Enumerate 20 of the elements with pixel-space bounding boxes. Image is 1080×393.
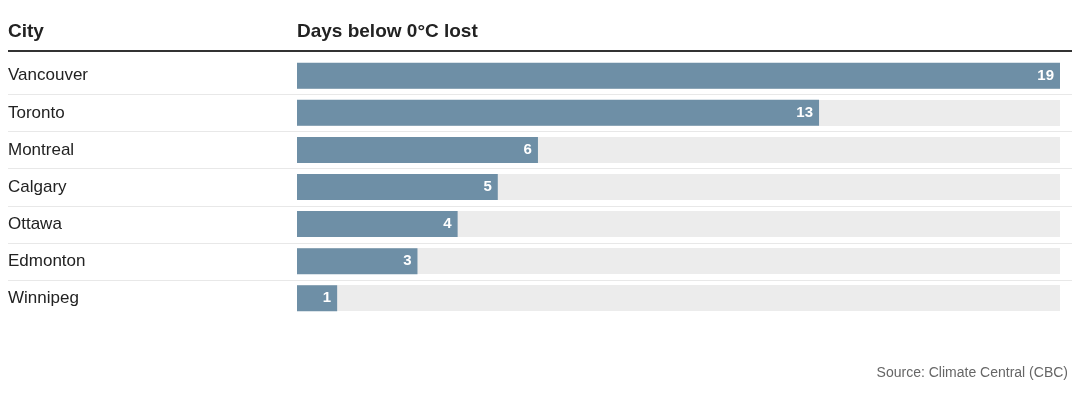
data-label: 13 bbox=[796, 102, 814, 120]
bar bbox=[297, 285, 338, 312]
x-axis-title: Days below 0°C lost bbox=[297, 20, 478, 42]
data-label: 6 bbox=[523, 140, 532, 158]
bar bbox=[297, 248, 418, 275]
y-tick-label: Winnipeg bbox=[8, 287, 79, 307]
y-tick-label: Edmonton bbox=[8, 250, 86, 270]
y-tick-label: Ottawa bbox=[8, 213, 63, 233]
y-tick-label: Calgary bbox=[8, 176, 68, 196]
y-tick-label: Vancouver bbox=[8, 65, 89, 85]
data-label: 3 bbox=[403, 251, 412, 269]
y-tick-label: Toronto bbox=[8, 102, 65, 122]
data-label: 4 bbox=[443, 214, 453, 232]
y-tick-label: Montreal bbox=[8, 139, 75, 159]
data-label: 1 bbox=[322, 288, 332, 306]
bar bbox=[297, 211, 458, 238]
data-label: 5 bbox=[483, 177, 492, 195]
data-label: 19 bbox=[1037, 65, 1054, 83]
source-note: Source: Climate Central (CBC) bbox=[876, 364, 1068, 380]
y-axis-title: City bbox=[8, 20, 44, 42]
